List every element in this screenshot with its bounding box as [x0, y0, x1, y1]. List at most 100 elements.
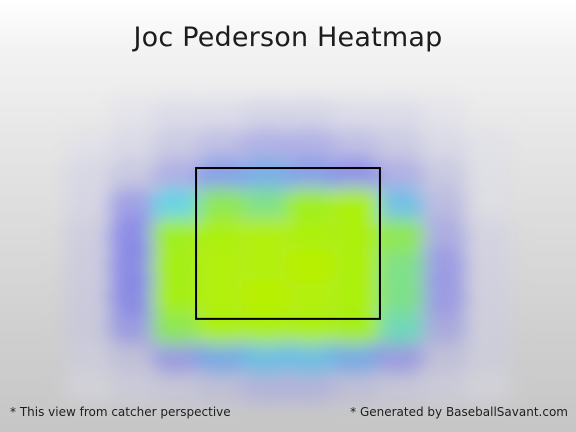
heatmap-cell — [196, 248, 248, 284]
heatmap-cell — [196, 158, 248, 193]
heatmap-cell — [196, 218, 248, 254]
heatmap-cell — [63, 158, 115, 193]
perspective-note: * This view from catcher perspective — [10, 405, 231, 419]
heatmap-cell — [373, 128, 425, 163]
heatmap-cell — [63, 369, 115, 405]
heatmap-cell — [151, 128, 203, 163]
heatmap-cell — [151, 158, 203, 193]
heatmap-cell — [284, 128, 336, 163]
heatmap-cell — [63, 339, 115, 374]
heatmap-cell — [284, 188, 336, 224]
heatmap-cell — [196, 339, 248, 374]
heatmap-cell — [373, 218, 425, 254]
heatmap-cell — [240, 128, 292, 163]
heatmap-cell — [284, 248, 336, 284]
heatmap-cell — [461, 158, 513, 193]
heatmap-cell — [107, 248, 159, 284]
heatmap-cell — [240, 97, 292, 133]
heatmap-cell — [328, 158, 380, 193]
heatmap-cell — [107, 369, 159, 405]
heatmap-cell — [373, 339, 425, 374]
heatmap-cell — [107, 128, 159, 163]
heatmap-cell — [240, 248, 292, 284]
heatmap-cell — [328, 339, 380, 374]
heatmap-cell — [373, 97, 425, 133]
heatmap-cell — [63, 278, 115, 314]
heatmap-cell — [417, 339, 469, 374]
heatmap-cell — [417, 218, 469, 254]
heatmap-cell — [151, 369, 203, 405]
heatmap-cell — [417, 369, 469, 405]
heatmap-cell — [240, 339, 292, 374]
heatmap-cell — [373, 309, 425, 344]
heatmap-cell — [107, 278, 159, 314]
heatmap-cell — [240, 158, 292, 193]
heatmap-cell — [63, 248, 115, 284]
heatmap-cell — [107, 309, 159, 344]
heatmap-cell — [373, 278, 425, 314]
heatmap-cell — [328, 218, 380, 254]
heatmap-cell — [373, 188, 425, 224]
heatmap-cell — [328, 128, 380, 163]
heatmap-cell — [196, 369, 248, 405]
heatmap-cell — [284, 339, 336, 374]
heatmap-cells — [63, 97, 513, 405]
heatmap-cell — [240, 188, 292, 224]
heatmap-cell — [461, 188, 513, 224]
heatmap-cell — [107, 339, 159, 374]
heatmap-cell — [240, 309, 292, 344]
heatmap-cell — [196, 309, 248, 344]
heatmap-cell — [196, 188, 248, 224]
heatmap-cell — [373, 158, 425, 193]
heatmap-cell — [63, 309, 115, 344]
heatmap-cell — [240, 278, 292, 314]
heatmap-cell — [417, 188, 469, 224]
heatmap-cell — [417, 97, 469, 133]
heatmap-cell — [284, 218, 336, 254]
heatmap-cell — [151, 97, 203, 133]
heatmap-cell — [63, 218, 115, 254]
heatmap-cell — [240, 218, 292, 254]
heatmap-cell — [151, 309, 203, 344]
heatmap-cell — [151, 339, 203, 374]
heatmap-cell — [107, 97, 159, 133]
heatmap-cell — [461, 218, 513, 254]
heatmap-cell — [417, 248, 469, 284]
heatmap-cell — [284, 158, 336, 193]
heatmap-cell — [461, 339, 513, 374]
strike-zone-box — [195, 167, 381, 320]
heatmap-cell — [151, 248, 203, 284]
heatmap-cell — [461, 278, 513, 314]
heatmap-cell — [373, 248, 425, 284]
heatmap-cell — [284, 309, 336, 344]
heatmap-cell — [328, 369, 380, 405]
heatmap-cell — [284, 369, 336, 405]
heatmap-cell — [63, 188, 115, 224]
heatmap-cell — [240, 369, 292, 405]
heatmap-cell — [107, 218, 159, 254]
heatmap-cell — [107, 158, 159, 193]
heatmap-cell — [196, 128, 248, 163]
heatmap-cell — [461, 309, 513, 344]
heatmap-cell — [417, 278, 469, 314]
heatmap-cell — [417, 128, 469, 163]
heatmap-cell — [461, 248, 513, 284]
heatmap-cell — [196, 278, 248, 314]
heatmap-cell — [328, 97, 380, 133]
heatmap-cell — [151, 278, 203, 314]
heatmap-cell — [151, 218, 203, 254]
heatmap-cell — [107, 188, 159, 224]
heatmap-cell — [151, 188, 203, 224]
heatmap-cell — [63, 128, 115, 163]
heatmap-cell — [328, 309, 380, 344]
source-note: * Generated by BaseballSavant.com — [350, 405, 568, 419]
heatmap-cell — [284, 97, 336, 133]
heatmap-cell — [461, 369, 513, 405]
heatmap-cell — [284, 278, 336, 314]
heatmap-cell — [461, 128, 513, 163]
heatmap-cell — [328, 188, 380, 224]
heatmap-cell — [328, 248, 380, 284]
heatmap-cell — [373, 369, 425, 405]
